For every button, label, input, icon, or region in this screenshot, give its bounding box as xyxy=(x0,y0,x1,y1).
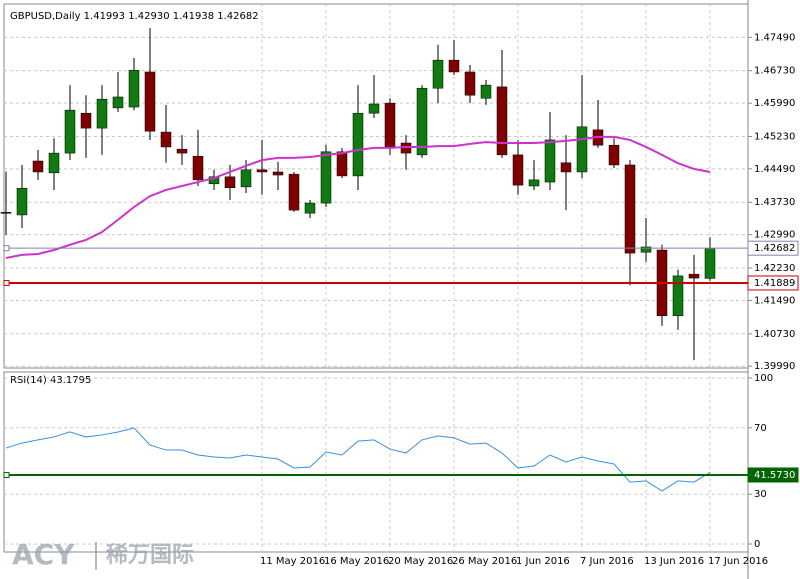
level-marker xyxy=(3,279,10,286)
level-label: 41.5730 xyxy=(754,470,795,481)
level-label-box xyxy=(747,240,799,256)
level-label: 1.42682 xyxy=(754,243,795,254)
candle-body xyxy=(320,151,332,204)
rsi-title: RSI(14) 43.1795 xyxy=(10,375,91,386)
candle-body xyxy=(416,87,428,156)
candle-body xyxy=(528,179,540,187)
rsi-line xyxy=(5,427,711,492)
candle-body xyxy=(432,59,444,89)
candle-body xyxy=(160,131,172,148)
candle-body xyxy=(384,102,396,148)
candle-body xyxy=(128,69,140,108)
candle-body xyxy=(304,202,316,214)
price-frame xyxy=(3,3,749,369)
x-tick-label: 7 Jun 2016 xyxy=(580,556,634,567)
candle-body xyxy=(448,59,460,73)
candle-body xyxy=(544,139,556,183)
y-tick-label: 1.43730 xyxy=(754,197,795,208)
chart-title: GBPUSD,Daily 1.41993 1.42930 1.41938 1.4… xyxy=(10,11,259,22)
candle-body xyxy=(672,275,684,317)
level-marker xyxy=(3,245,10,252)
x-tick-label: 17 Jun 2016 xyxy=(708,556,768,567)
candle-body xyxy=(624,164,636,254)
logo-name: 稀万国际 xyxy=(106,542,194,568)
candle-body xyxy=(64,109,76,154)
candle-body xyxy=(224,176,236,189)
y-tick-label: 0 xyxy=(754,539,760,550)
level-label-box xyxy=(747,467,799,483)
moving-average xyxy=(5,135,711,259)
level-marker xyxy=(3,471,10,478)
candle-body xyxy=(176,148,188,154)
candle-body xyxy=(352,112,364,177)
candle-body xyxy=(0,212,12,214)
logo-brand: ACY xyxy=(12,538,75,571)
y-tick-label: 1.45230 xyxy=(754,131,795,142)
candle-body xyxy=(368,103,380,114)
y-tick-label: 1.46730 xyxy=(754,66,795,77)
y-tick-label: 1.44490 xyxy=(754,164,795,175)
candle-body xyxy=(32,160,44,173)
candle-body xyxy=(576,126,588,173)
y-tick-label: 30 xyxy=(754,489,767,500)
candle-body xyxy=(48,152,60,174)
y-tick-label: 1.40730 xyxy=(754,329,795,340)
watermark: ACY 稀万国际 xyxy=(12,538,194,571)
candle-body xyxy=(272,171,284,176)
x-tick-label: 13 Jun 2016 xyxy=(644,556,704,567)
candle-body xyxy=(512,154,524,186)
y-tick-label: 1.39990 xyxy=(754,361,795,372)
candle-body xyxy=(16,187,28,216)
candle-body xyxy=(80,112,92,129)
y-tick-label: 70 xyxy=(754,423,767,434)
candle-body xyxy=(704,247,716,279)
candle-body xyxy=(560,162,572,173)
candle-body xyxy=(336,151,348,177)
x-tick-label: 1 Jun 2016 xyxy=(516,556,570,567)
y-tick-label: 1.47490 xyxy=(754,32,795,43)
candle-body xyxy=(112,96,124,109)
candle-body xyxy=(288,173,300,211)
y-tick-label: 1.41490 xyxy=(754,295,795,306)
candle-body xyxy=(464,71,476,96)
y-tick-label: 100 xyxy=(754,373,773,384)
candle-body xyxy=(144,71,156,132)
x-tick-label: 20 May 2016 xyxy=(388,556,453,567)
x-tick-label: 11 May 2016 xyxy=(260,556,325,567)
level-label-box xyxy=(747,275,799,291)
candle-body xyxy=(640,246,652,253)
candle-body xyxy=(496,86,508,156)
x-tick-label: 16 May 2016 xyxy=(324,556,389,567)
x-tick-label: 26 May 2016 xyxy=(452,556,517,567)
y-tick-label: 1.42990 xyxy=(754,230,795,241)
candle-body xyxy=(688,273,700,279)
candle-body xyxy=(96,98,108,129)
candle-body xyxy=(240,169,252,188)
y-tick-label: 1.42230 xyxy=(754,263,795,274)
candle-body xyxy=(256,169,268,173)
candle-body xyxy=(608,144,620,166)
rsi-frame xyxy=(3,371,749,553)
level-label: 1.41889 xyxy=(754,278,795,289)
candle-body xyxy=(480,84,492,99)
candle-body xyxy=(192,155,204,181)
y-tick-label: 1.45990 xyxy=(754,98,795,109)
